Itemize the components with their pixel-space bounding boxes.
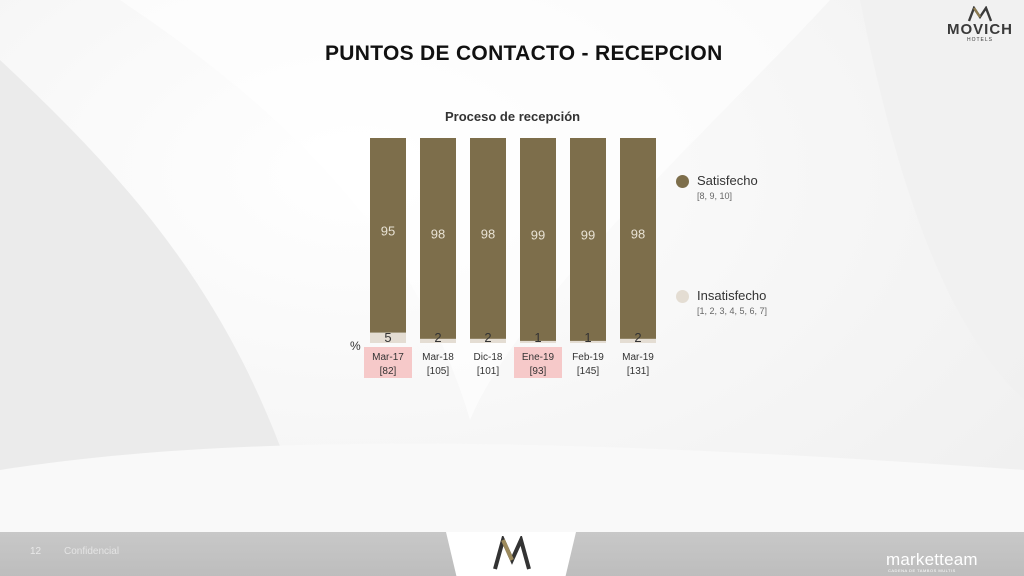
marketteam-logo: marketteam <box>886 550 978 569</box>
data-label-satisfecho: 99 <box>581 227 595 242</box>
category-base-label: [101] <box>477 366 499 377</box>
legend-label-insatisfecho: Insatisfecho <box>697 288 767 303</box>
bar-satisfecho <box>570 138 606 341</box>
category-label: Mar-17 <box>372 352 404 363</box>
data-label-satisfecho: 98 <box>631 226 645 241</box>
data-label-insatisfecho: 2 <box>484 330 491 345</box>
bar-insatisfecho <box>370 332 406 343</box>
page-title: PUNTOS DE CONTACTO - RECEPCION <box>325 42 723 65</box>
category-label: Ene-19 <box>522 352 555 363</box>
legend-swatch-satisfecho <box>676 175 689 188</box>
category-highlight <box>514 347 562 378</box>
bar-satisfecho <box>520 138 556 341</box>
category-label: Mar-19 <box>622 352 654 363</box>
data-label-satisfecho: 98 <box>481 226 495 241</box>
data-label-insatisfecho: 2 <box>634 330 641 345</box>
data-label-satisfecho: 98 <box>431 226 445 241</box>
legend-detail-insatisfecho: [1, 2, 3, 4, 5, 6, 7] <box>697 306 768 316</box>
category-base-label: [145] <box>577 366 599 377</box>
chart-title: Proceso de recepción <box>445 109 581 124</box>
bar-insatisfecho <box>620 338 656 343</box>
bar-satisfecho <box>470 138 506 339</box>
bar-insatisfecho <box>520 340 556 343</box>
movich-logo: MOVICH HOTELS <box>940 6 1020 44</box>
data-label-insatisfecho: 1 <box>534 330 541 345</box>
data-label-insatisfecho: 1 <box>584 330 591 345</box>
data-label-satisfecho: 99 <box>531 227 545 242</box>
data-label-insatisfecho: 2 <box>434 330 441 345</box>
data-label-satisfecho: 95 <box>381 223 395 238</box>
slide-number: 12 <box>30 546 42 557</box>
data-label-insatisfecho: 5 <box>384 330 391 345</box>
movich-footer-logo-icon <box>493 536 531 570</box>
bar-insatisfecho <box>470 338 506 343</box>
bar-insatisfecho <box>420 338 456 343</box>
category-base-label: [105] <box>427 366 449 377</box>
category-base-label: [93] <box>530 366 547 377</box>
legend-detail-satisfecho: [8, 9, 10] <box>697 191 733 201</box>
percent-symbol: % <box>350 339 361 353</box>
brand-sub: HOTELS <box>966 37 993 43</box>
legend-label-satisfecho: Satisfecho <box>697 173 758 188</box>
movich-logo-icon <box>967 6 993 22</box>
bar-insatisfecho <box>570 340 606 343</box>
bar-satisfecho <box>620 138 656 339</box>
legend-swatch-insatisfecho <box>676 290 689 303</box>
footer-tag: Confidencial <box>64 546 120 557</box>
bar-satisfecho <box>420 138 456 339</box>
category-label: Mar-18 <box>422 352 454 363</box>
category-highlight <box>364 347 412 378</box>
category-label: Feb-19 <box>572 352 604 363</box>
category-base-label: [82] <box>380 366 397 377</box>
marketteam-logo-sub: CADENA DE TAMBOS MULTIS <box>888 568 956 573</box>
category-label: Dic-18 <box>474 352 503 363</box>
bar-satisfecho <box>370 138 406 333</box>
brand-name: MOVICH <box>947 21 1013 38</box>
category-base-label: [131] <box>627 366 649 377</box>
